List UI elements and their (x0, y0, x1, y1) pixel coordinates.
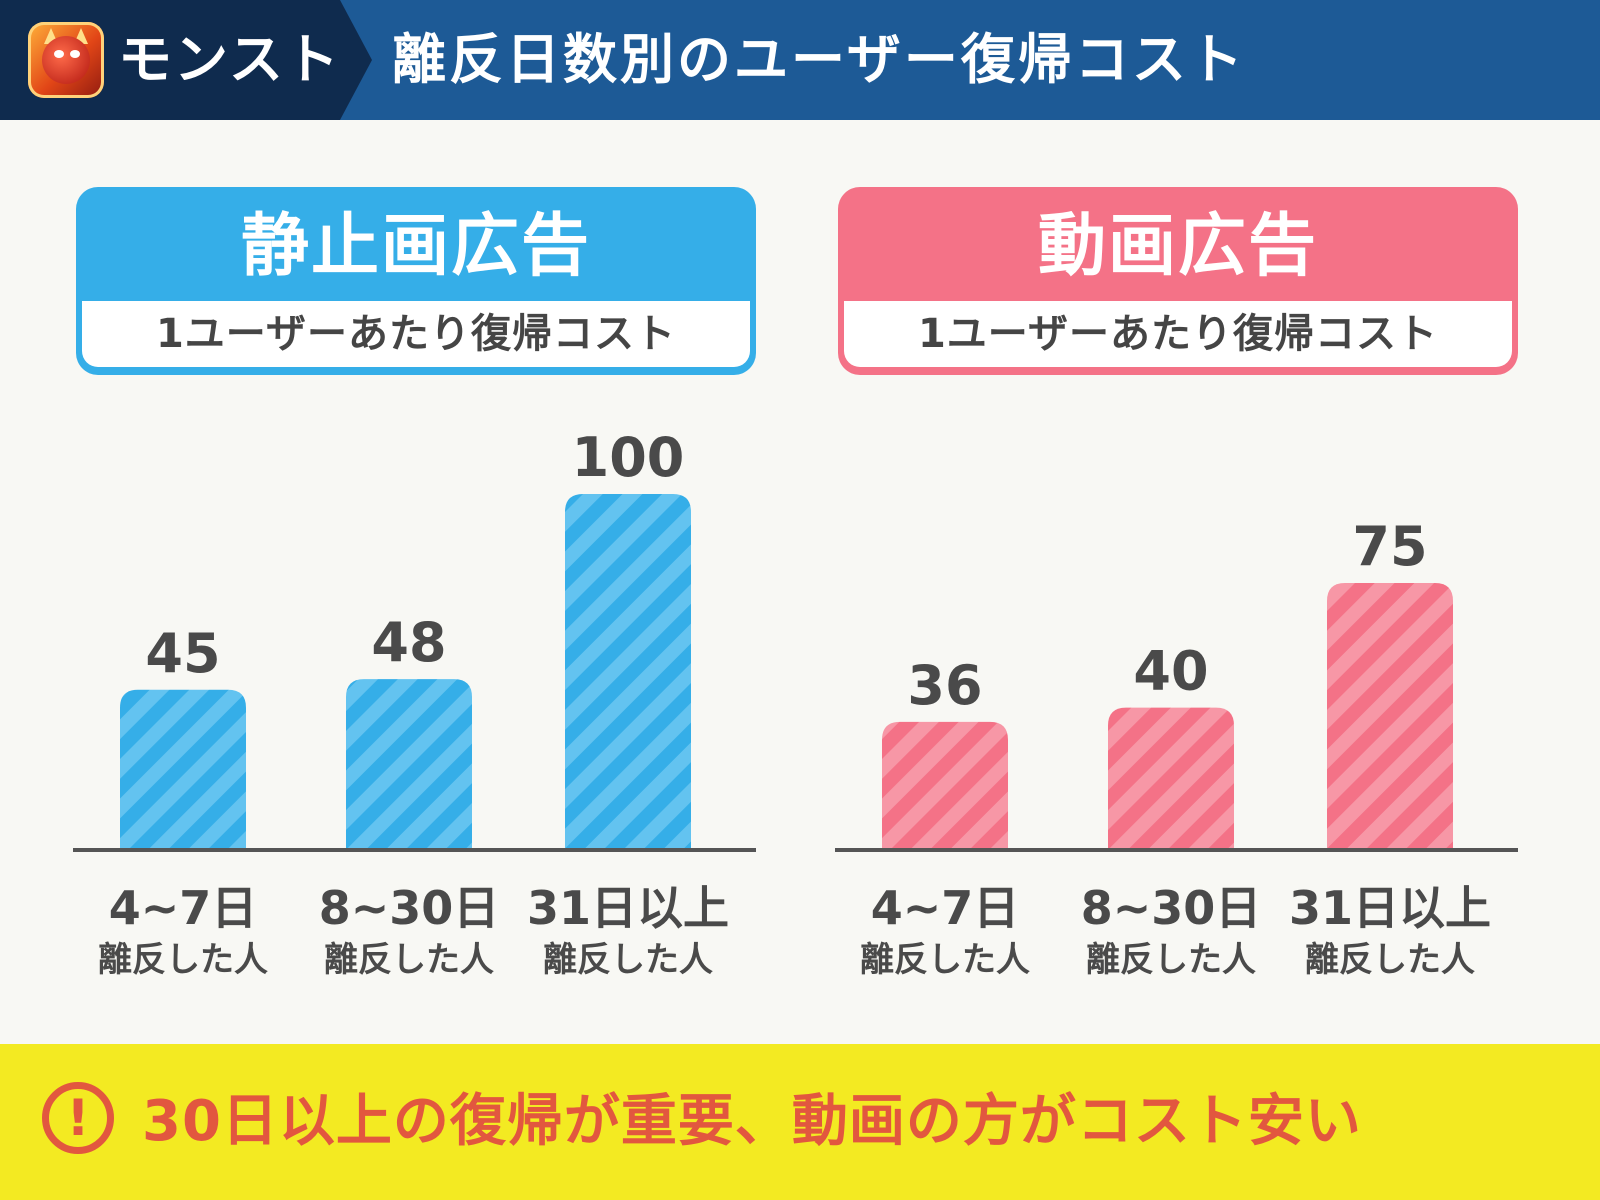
bar-value-label: 36 (907, 654, 982, 717)
monster-strike-app-icon (28, 22, 104, 98)
panel-title-static-ad: 静止画広告 (240, 207, 591, 286)
x-tick-sublabel: 離反した人 (1086, 940, 1256, 980)
chart-bar (120, 689, 246, 850)
exclamation-icon: ! (42, 1082, 114, 1154)
x-tick-sublabel: 離反した人 (860, 940, 1030, 980)
chart-bar (346, 679, 472, 850)
chart-svg: 45 48 100 (73, 426, 756, 852)
x-tick-sublabel: 離反した人 (543, 940, 713, 980)
x-tick-sublabel: 離反した人 (98, 940, 268, 980)
x-tick-sublabel: 離反した人 (324, 940, 494, 980)
conclusion-banner: ! 30日以上の復帰が重要、動画の方がコスト安い (0, 1044, 1600, 1200)
chart-bar (1108, 707, 1234, 850)
bar-value-label: 45 (145, 622, 220, 685)
video-ad-bar-chart: 36 40 75 4~7日 離反した人 8~30日 離反した人 31日以上 離反した人 (835, 410, 1525, 980)
x-tick-label: 31日以上 (526, 881, 729, 935)
header-bar: モンスト 離反日数別のユーザー復帰コスト (0, 0, 1600, 120)
static-ad-bar-chart: 45 48 100 4~7日 離反した人 8~30日 離反した人 31日以上 離反した人 (73, 410, 763, 980)
bar-value-label: 100 (572, 426, 685, 489)
conclusion-text: 30日以上の復帰が重要、動画の方がコスト安い (142, 1089, 1362, 1154)
panel-subtitle-static-ad: 1ユーザーあたり復帰コスト (82, 301, 750, 367)
chart-bar (882, 721, 1008, 850)
bar-value-label: 75 (1352, 515, 1427, 578)
bar-value-label: 48 (371, 611, 446, 674)
static-ad-panel-header: 静止画広告 1ユーザーあたり復帰コスト (76, 187, 756, 375)
chart-bar (1327, 583, 1453, 850)
bar-value-label: 40 (1133, 640, 1208, 703)
panel-subtitle-video-ad: 1ユーザーあたり復帰コスト (844, 301, 1512, 367)
chart-bar (565, 494, 691, 850)
x-tick-label: 31日以上 (1288, 881, 1491, 935)
brand-block: モンスト (0, 0, 372, 120)
page-title: 離反日数別のユーザー復帰コスト (392, 28, 1246, 91)
panel-title-video-ad: 動画広告 (1037, 207, 1318, 286)
video-ad-panel-header: 動画広告 1ユーザーあたり復帰コスト (838, 187, 1518, 375)
app-name: モンスト (118, 28, 341, 91)
x-tick-label: 8~30日 (1080, 881, 1262, 935)
chart-svg: 36 40 75 (835, 515, 1518, 852)
x-tick-label: 8~30日 (318, 881, 500, 935)
x-tick-label: 4~7日 (108, 881, 258, 935)
x-tick-label: 4~7日 (870, 881, 1020, 935)
x-tick-sublabel: 離反した人 (1305, 940, 1475, 980)
